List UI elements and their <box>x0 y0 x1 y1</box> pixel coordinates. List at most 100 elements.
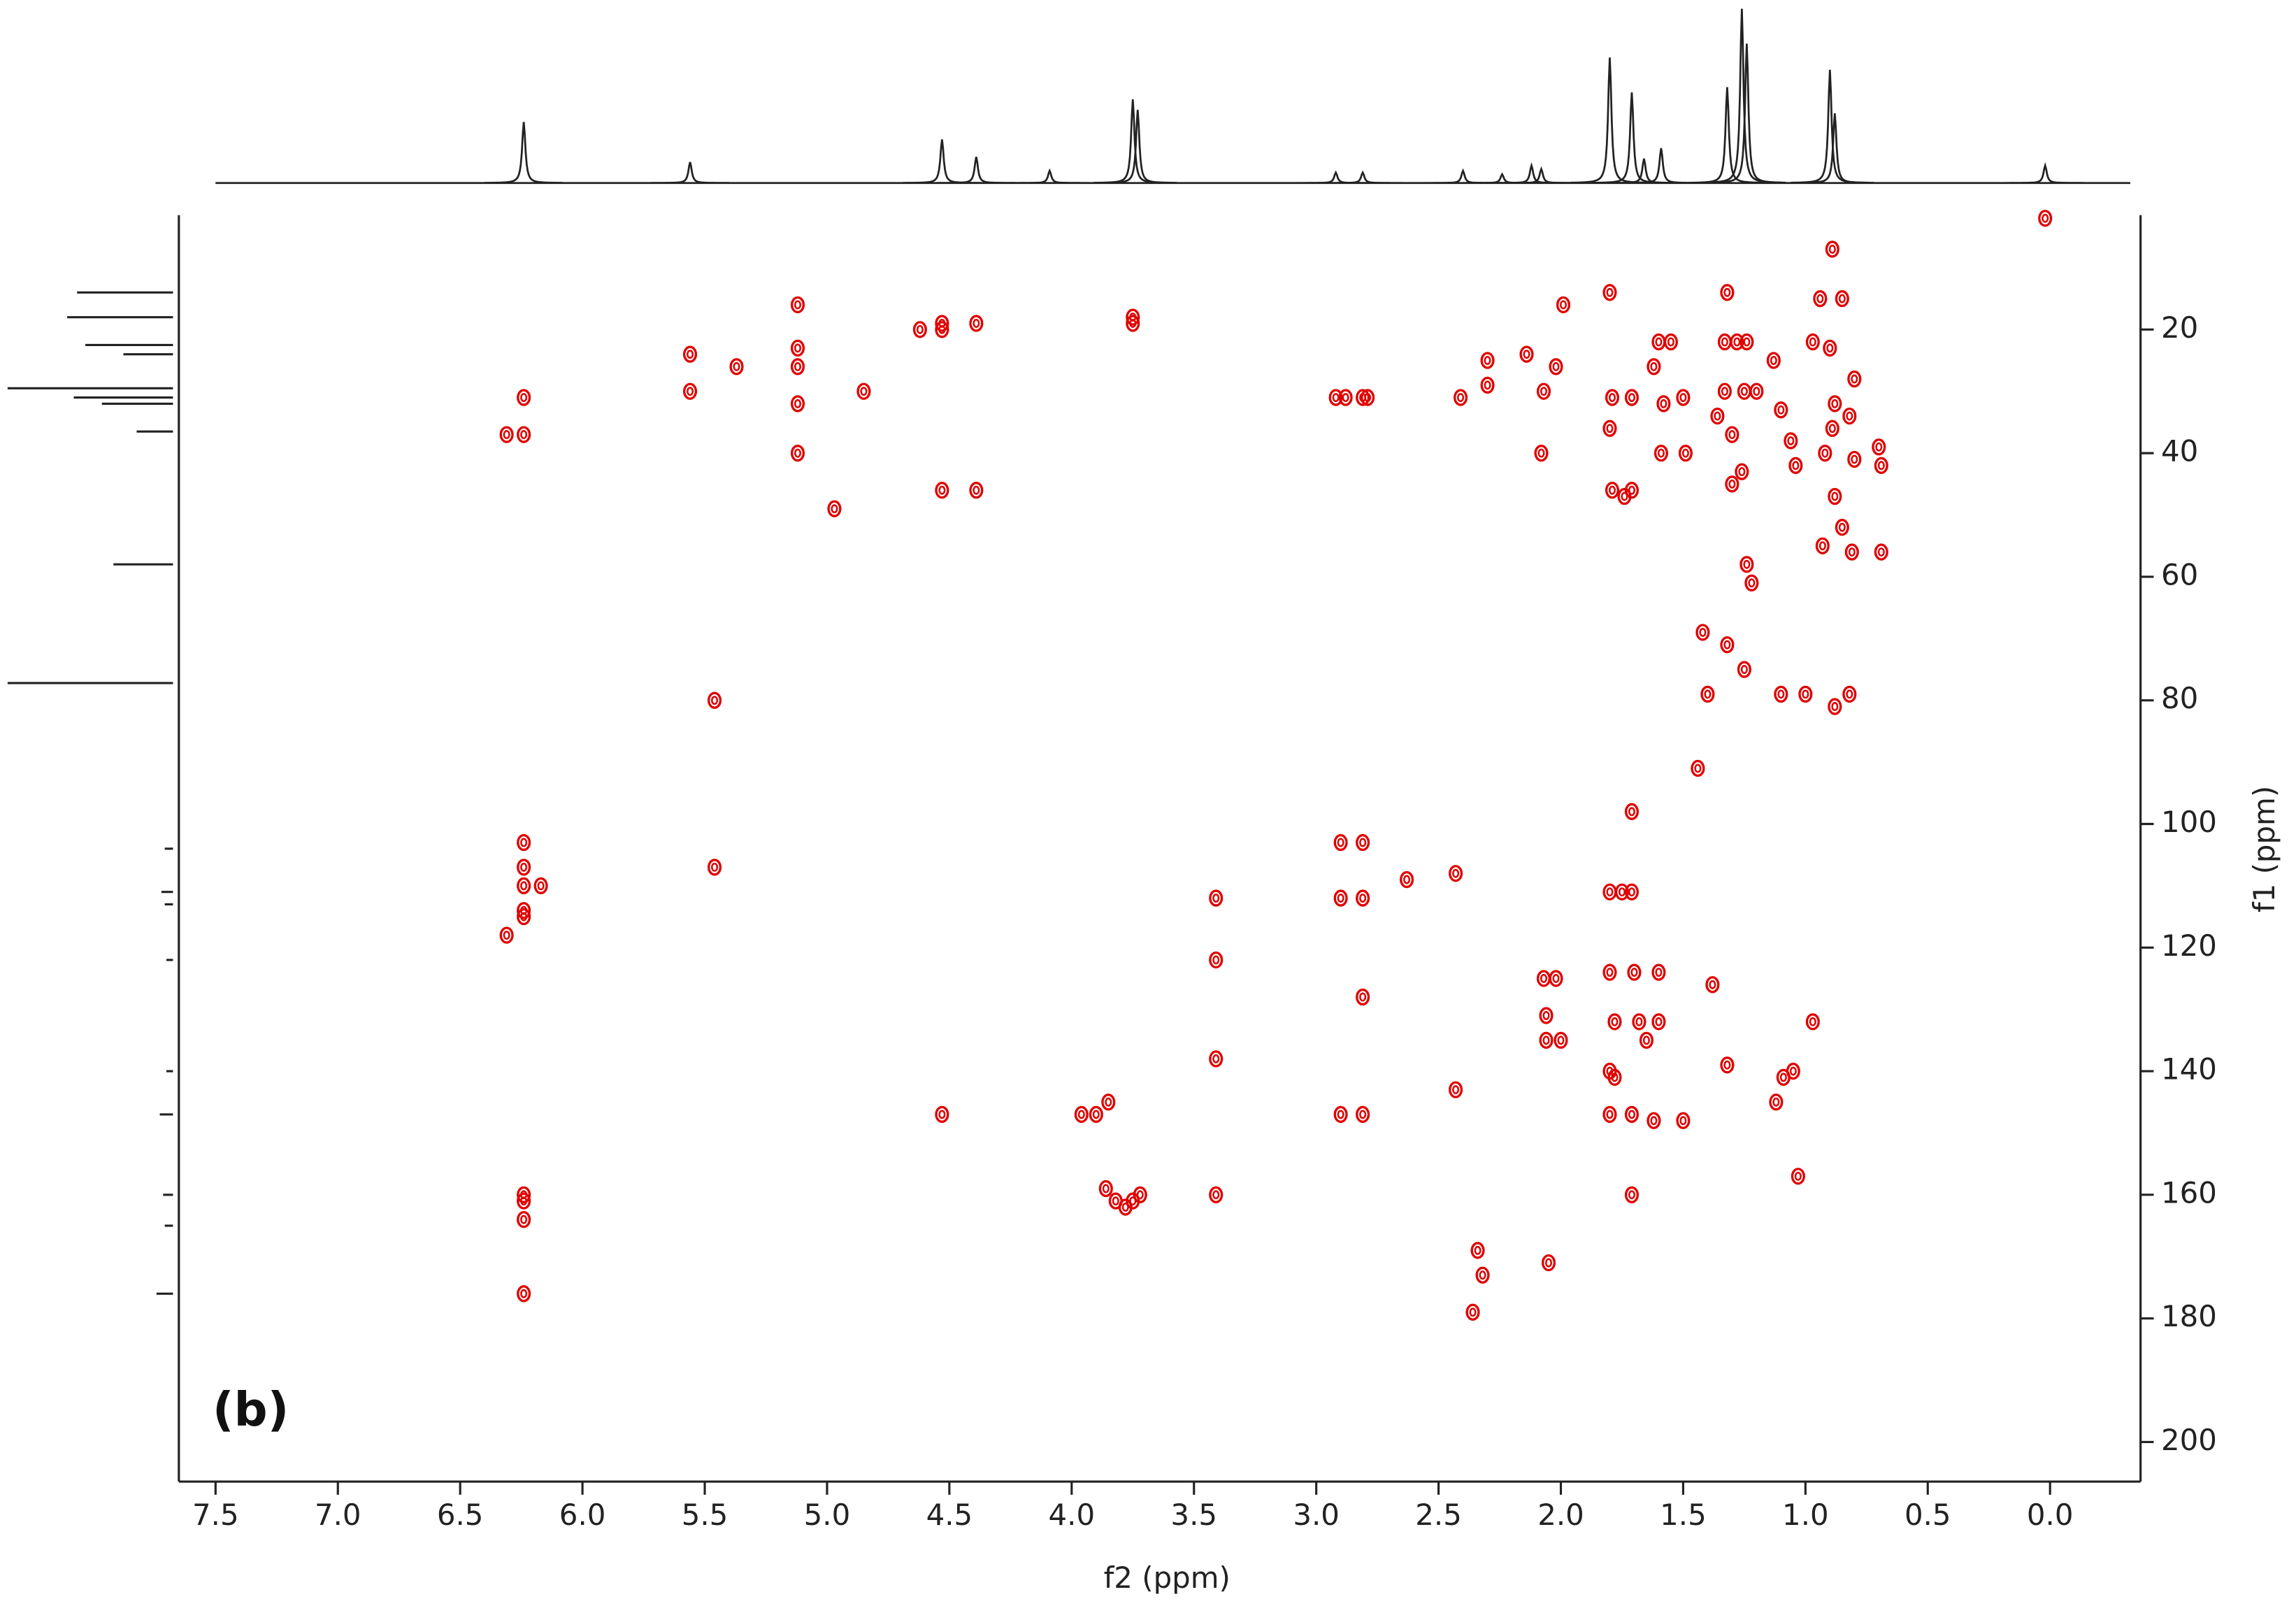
cross-peak-inner <box>537 881 545 891</box>
cross-peak-inner <box>1628 393 1635 403</box>
cross-peak <box>1710 407 1725 425</box>
cross-peak <box>517 1285 531 1303</box>
cross-peak-inner <box>1789 1066 1797 1076</box>
cross-peak-inner <box>1740 387 1748 396</box>
x-tick-label: 6.5 <box>437 1498 484 1532</box>
cross-peak <box>1766 352 1781 369</box>
cross-peak <box>827 500 842 517</box>
cross-peak <box>1624 803 1640 820</box>
cross-peak <box>517 1186 531 1204</box>
cross-peak-inner <box>1537 448 1545 458</box>
cross-peak <box>1744 574 1759 592</box>
cross-peak <box>1539 1031 1554 1049</box>
cross-peak <box>1651 1013 1666 1031</box>
cross-peak-inner <box>1831 399 1839 408</box>
cross-peak <box>707 691 722 709</box>
cross-peak-inner <box>1777 405 1785 415</box>
cross-peak-inner <box>1452 868 1460 878</box>
cross-peak-inner <box>1484 356 1491 366</box>
cross-peak <box>499 426 514 443</box>
cross-peak <box>1646 1112 1661 1129</box>
cross-peak <box>1735 463 1749 480</box>
cross-peak-inner <box>1779 1073 1787 1082</box>
cross-peak <box>1842 685 1857 703</box>
cross-peak-inner <box>1851 374 1858 384</box>
cross-peak-inner <box>1403 875 1411 884</box>
cross-peak <box>1607 1013 1622 1031</box>
cross-peak-inner <box>1136 1190 1144 1200</box>
cross-peak <box>1602 883 1617 901</box>
y-tick-label: 120 <box>2161 929 2217 963</box>
cross-peak <box>1791 1168 1805 1185</box>
f2-peak <box>1707 43 1786 184</box>
cross-peak <box>517 1192 531 1210</box>
f2-peak <box>1010 168 1089 185</box>
cross-peak-inner <box>503 430 510 440</box>
cross-peak <box>1676 389 1691 406</box>
cross-peak-inner <box>1337 1110 1344 1119</box>
y-tick-label: 180 <box>2161 1299 2217 1333</box>
cross-peak <box>1774 685 1788 703</box>
x-tick-label: 3.5 <box>1170 1498 1217 1532</box>
cross-peak <box>790 358 805 375</box>
cross-peak <box>1209 1186 1224 1204</box>
cross-peak <box>1739 556 1754 573</box>
cross-peak-inner <box>794 300 801 310</box>
f2-peak <box>1621 148 1700 184</box>
cross-peak-inner <box>1359 992 1367 1002</box>
cross-peak-inner <box>1721 387 1728 396</box>
cross-peak <box>1678 444 1693 462</box>
x-axis-label: f2 (ppm) <box>1104 1561 1230 1595</box>
y-tick-label: 60 <box>2161 557 2198 592</box>
cross-peak-inner <box>520 1196 528 1206</box>
cross-peak <box>1536 382 1551 400</box>
cross-peak-inner <box>1212 1054 1220 1063</box>
cross-peak <box>1480 376 1495 394</box>
cross-peak <box>1828 395 1842 413</box>
cross-peak-inner <box>687 350 694 359</box>
cross-peak <box>499 926 514 944</box>
cross-peak-inner <box>1630 968 1638 977</box>
cross-peak-inner <box>2042 213 2049 223</box>
cross-peak-inner <box>1794 1171 1802 1181</box>
cross-peak-inner <box>1359 838 1367 847</box>
cross-peak-inner <box>1660 399 1667 408</box>
f2-peak <box>1502 166 1581 185</box>
f2-peak <box>937 157 1016 185</box>
cross-peak <box>1333 889 1348 907</box>
cross-peak <box>1737 382 1751 400</box>
cross-peak-inner <box>503 931 510 940</box>
cross-peak <box>1818 444 1832 462</box>
cross-peak-inner <box>1723 1060 1731 1070</box>
y-tick-label: 100 <box>2161 805 2217 839</box>
cross-peak-inner <box>1337 838 1344 847</box>
cross-peak <box>1209 1050 1224 1068</box>
cross-peak <box>1605 389 1620 406</box>
cross-peak <box>1835 519 1849 536</box>
x-tick-label: 5.5 <box>682 1498 729 1532</box>
cross-peak <box>790 339 805 357</box>
cross-peak <box>1074 1105 1089 1124</box>
cross-peak <box>790 296 805 314</box>
cross-peak-inner <box>1552 973 1560 983</box>
y-tick-label: 80 <box>2161 681 2198 715</box>
cross-peak-inner <box>1655 337 1663 347</box>
cross-peak-inner <box>1359 1110 1367 1119</box>
cross-peak <box>1602 284 1617 301</box>
cross-peak-inner <box>1851 454 1858 464</box>
cross-peak <box>1465 1303 1480 1321</box>
cross-peak <box>1695 624 1710 641</box>
cross-peak <box>1847 370 1862 388</box>
cross-peak-inner <box>1877 461 1885 471</box>
cross-peak-inner <box>831 504 838 514</box>
cross-peak-inner <box>1787 436 1795 445</box>
cross-peak-inner <box>1102 1184 1110 1193</box>
y-tick-label: 20 <box>2161 310 2198 345</box>
cross-peak-inner <box>1212 955 1220 965</box>
cross-peak <box>935 315 949 332</box>
cross-peak-inner <box>1733 337 1741 347</box>
cross-peak-inner <box>1743 559 1751 569</box>
cross-peak-inner <box>1679 393 1687 403</box>
cross-peak <box>1872 438 1886 456</box>
cross-peak <box>1356 1105 1370 1124</box>
